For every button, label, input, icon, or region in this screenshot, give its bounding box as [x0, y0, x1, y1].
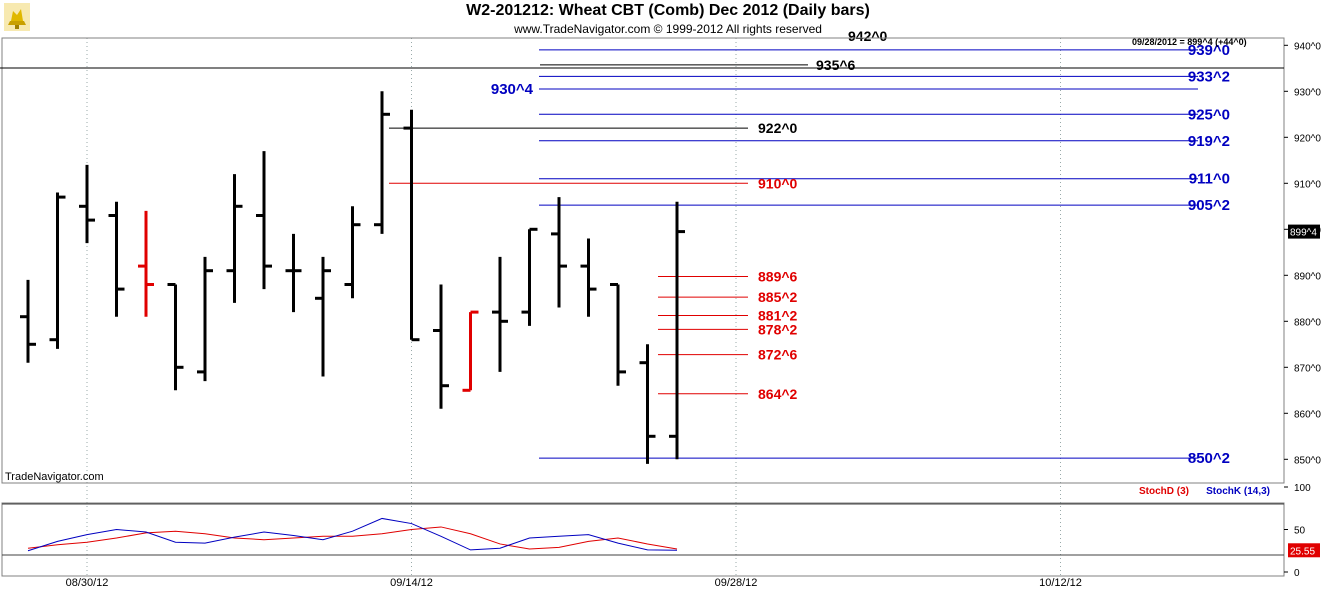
level-label: 864^2: [758, 386, 798, 402]
level-label: 939^0: [1188, 42, 1230, 59]
price-panel-frame: [1, 37, 1285, 484]
stoch-series-line: [27, 526, 678, 550]
y-tick-label: 920^0: [1294, 133, 1321, 144]
y-tick-label: 850^0: [1294, 455, 1321, 466]
x-tick-label: 09/14/12: [390, 577, 433, 589]
y-tick-label: 930^0: [1294, 87, 1321, 98]
stochastic-panel: 100 50 0 StochD (3) StochK (14,3) 25.55: [2, 483, 1320, 579]
level-label: 933^2: [1188, 68, 1230, 85]
stoch-legend-entry: StochK (14,3): [1206, 486, 1270, 497]
stoch-legend-entry: StochD (3): [1139, 486, 1189, 497]
stoch-panel-frame: [1, 502, 1285, 577]
level-label: 881^2: [758, 308, 798, 324]
level-label: 872^6: [758, 347, 798, 363]
y-tick-label: 910^0: [1294, 179, 1321, 190]
level-label: 942^0: [848, 28, 888, 44]
level-label: 925^0: [1188, 106, 1230, 123]
axes: 08/30/12 09/14/12 09/28/12 10/12/12 940^0 930…: [0, 37, 1321, 589]
level-label: 850^2: [1188, 450, 1230, 467]
x-tick-label: 09/28/12: [715, 577, 758, 589]
level-label: 878^2: [758, 321, 798, 337]
last-update-text: 09/28/2012 = 899^4 (+44^0): [1132, 37, 1247, 47]
stoch-last-label: 25.55: [1290, 546, 1315, 557]
stoch-last-badge: [1288, 543, 1320, 558]
chart-title: W2-201212: Wheat CBT (Comb) Dec 2012 (Da…: [466, 2, 870, 19]
bull-logo-icon: [4, 3, 30, 31]
level-label: 910^0: [758, 175, 798, 191]
stoch-series-line: [27, 517, 678, 552]
level-label: 919^2: [1188, 133, 1230, 150]
brand-text: TradeNavigator.com: [5, 471, 104, 483]
y-tick-label: 860^0: [1294, 409, 1321, 420]
level-label: 905^2: [1188, 197, 1230, 214]
y-tick-label: 880^0: [1294, 317, 1321, 328]
y-tick-label: 870^0: [1294, 363, 1321, 374]
stoch-y-tick-label: 0: [1294, 568, 1300, 579]
gridlines: [86, 38, 1061, 576]
level-label: 889^6: [758, 268, 798, 284]
level-label: 922^0: [758, 120, 798, 136]
stoch-y-tick-label: 100: [1294, 483, 1311, 494]
level-label: 930^4: [491, 81, 534, 98]
price-bars: [20, 91, 685, 464]
x-tick-label: 08/30/12: [66, 577, 109, 589]
x-tick-label: 10/12/12: [1039, 577, 1082, 589]
y-tick-label: 940^0: [1294, 41, 1321, 52]
last-price-badge: [1288, 224, 1320, 239]
level-label: 885^2: [758, 289, 798, 305]
level-label: 935^6: [816, 57, 856, 73]
last-price-label: 899^4: [1290, 228, 1317, 239]
level-lines: 939^0 935^6 933^2 930^4 925^0 922^0 919^2 911^0…: [389, 28, 1230, 467]
level-label: 911^0: [1189, 171, 1230, 188]
stoch-y-tick-label: 50: [1294, 526, 1306, 537]
copyright-text: www.TradeNavigator.com © 1999-2012 All r…: [514, 22, 822, 36]
y-tick-label: 890^0: [1294, 271, 1321, 282]
